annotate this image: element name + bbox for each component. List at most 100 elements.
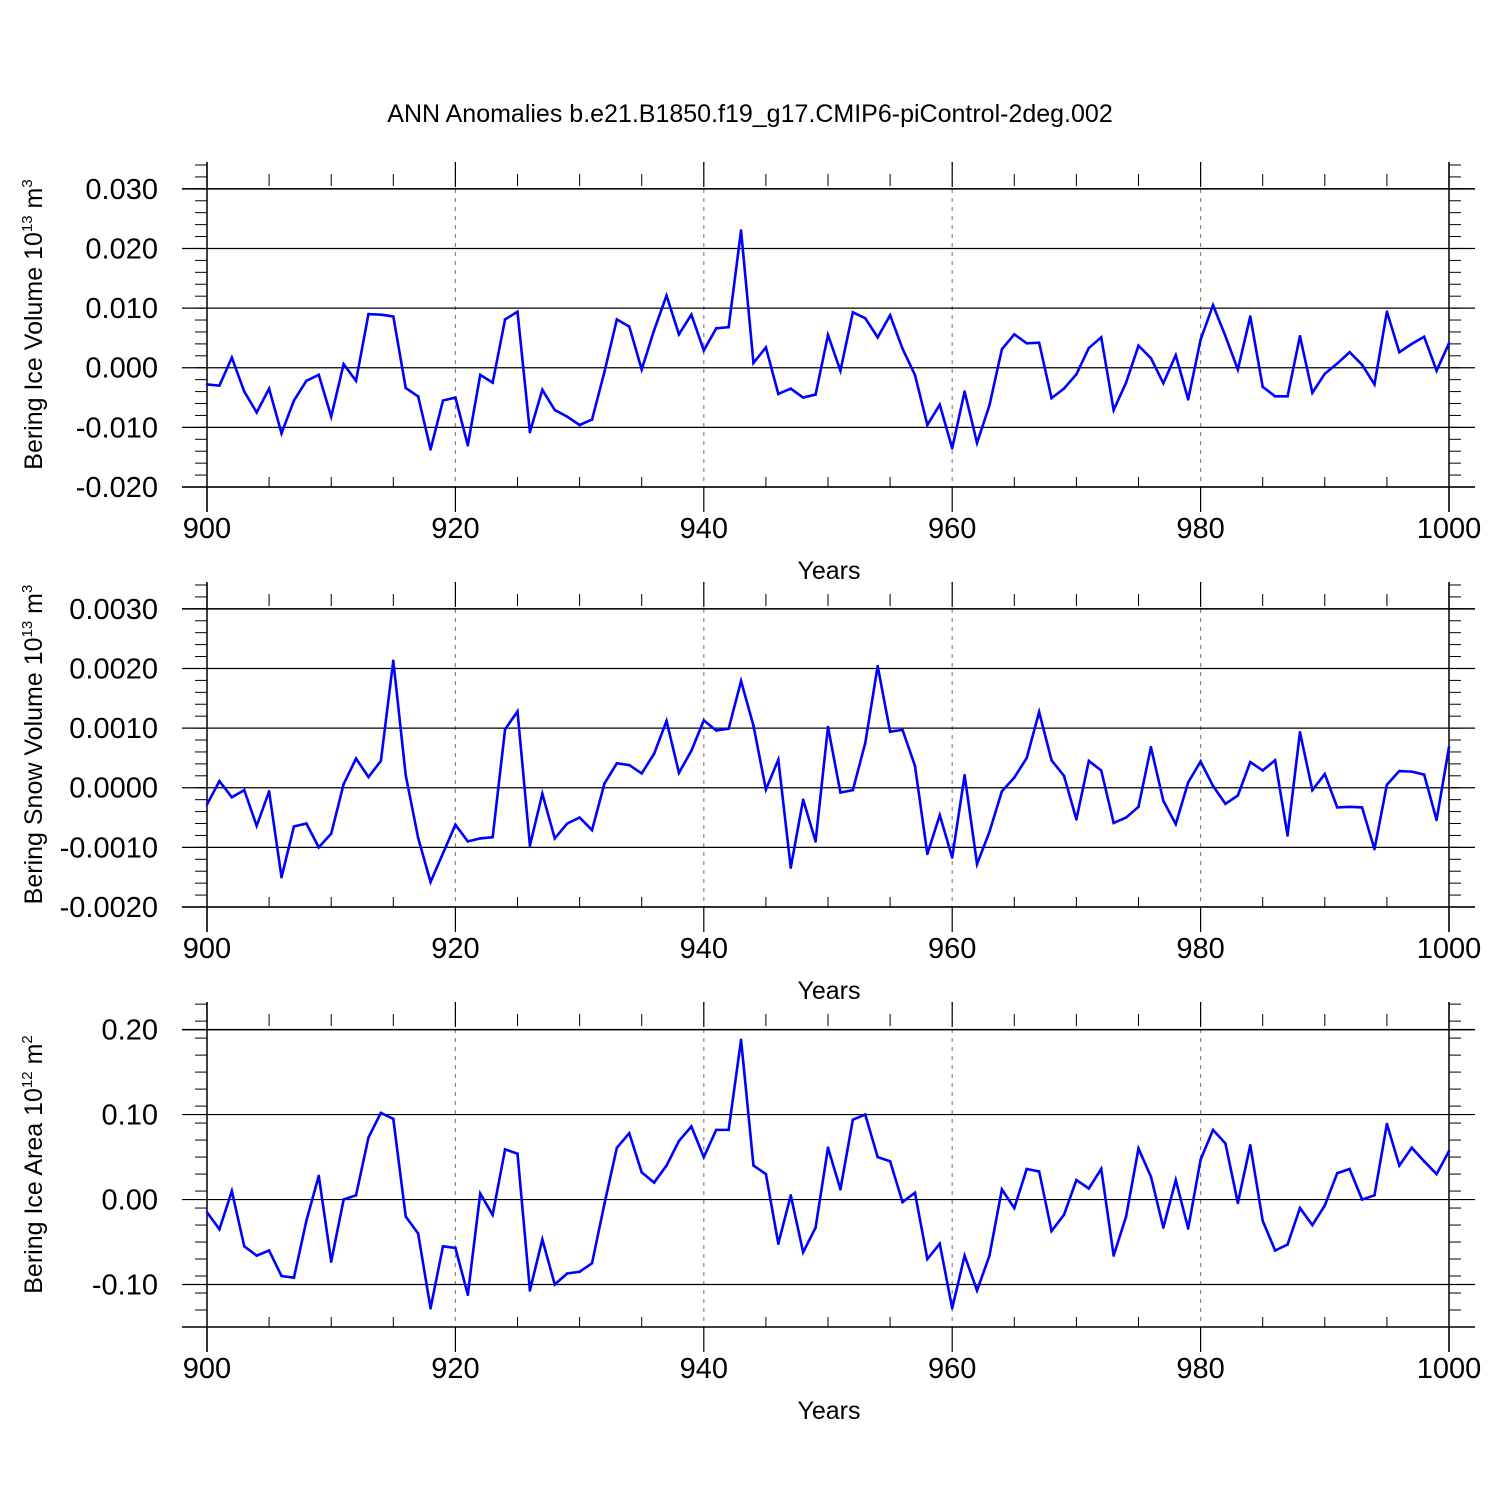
data-point <box>1112 1254 1115 1257</box>
data-point <box>1348 1167 1351 1171</box>
data-point <box>1025 341 1029 345</box>
x-tick-label: 940 <box>680 513 728 545</box>
data-point <box>528 844 532 847</box>
data-point <box>1174 353 1178 357</box>
data-point <box>205 1210 209 1214</box>
data-point <box>329 832 333 835</box>
data-point <box>1224 1142 1227 1145</box>
data-point <box>280 1274 283 1278</box>
data-point <box>379 313 383 316</box>
data-point <box>1435 1172 1438 1176</box>
data-point <box>1298 1206 1302 1210</box>
x-tick-label: 960 <box>928 1353 976 1385</box>
data-point <box>1398 769 1401 773</box>
data-point <box>752 724 755 728</box>
data-point <box>826 1146 830 1150</box>
data-point <box>528 430 532 434</box>
y-axis-label: Bering Ice Area 1012 m2 <box>19 1035 48 1294</box>
data-point <box>627 1131 631 1135</box>
data-point <box>888 730 892 733</box>
data-point <box>590 1261 594 1265</box>
data-point <box>342 1198 345 1201</box>
series-line <box>205 1039 1451 1309</box>
data-point <box>1323 772 1327 776</box>
data-point <box>603 782 606 785</box>
data-point <box>491 1213 494 1217</box>
data-point <box>429 448 432 451</box>
data-point <box>801 396 805 399</box>
data-point <box>665 719 668 723</box>
data-point <box>292 399 296 402</box>
data-point <box>478 373 482 377</box>
data-point <box>1013 1206 1016 1210</box>
data-point <box>503 727 507 731</box>
data-point <box>242 788 246 792</box>
data-point <box>267 387 271 390</box>
data-point <box>342 362 345 366</box>
data-point <box>1298 730 1302 734</box>
data-point <box>814 1226 817 1229</box>
data-point <box>913 764 917 767</box>
y-tick-label: 0.0030 <box>69 594 158 626</box>
data-point <box>454 396 457 399</box>
data-point <box>1099 336 1103 339</box>
data-point <box>379 1111 383 1115</box>
panel-1: -0.020 -0.010 0.000 0.010 0.020 0.030 900 920 94… <box>19 162 1481 585</box>
data-point <box>1099 769 1103 772</box>
data-point <box>1137 805 1140 809</box>
x-axis-label: Years <box>797 557 860 585</box>
y-tick-label: -0.0010 <box>60 832 158 864</box>
x-tick-label: 900 <box>183 513 231 545</box>
data-point <box>777 1242 780 1246</box>
data-point <box>503 1148 507 1151</box>
data-point <box>367 1136 370 1139</box>
chart-title: ANN Anomalies b.e21.B1850.f19_g17.CMIP6-… <box>387 100 1112 128</box>
data-point <box>317 1174 321 1178</box>
data-point <box>1050 1229 1053 1233</box>
data-point <box>1311 391 1314 395</box>
data-point <box>1199 338 1202 342</box>
data-point <box>205 803 209 806</box>
y-tick-label: -0.010 <box>76 412 158 444</box>
x-tick-label: 1000 <box>1417 513 1482 545</box>
data-point <box>1199 760 1202 763</box>
data-point <box>1236 1201 1240 1205</box>
data-point <box>615 1146 619 1150</box>
data-point <box>1186 1227 1190 1230</box>
data-point <box>379 759 383 763</box>
data-point <box>1348 350 1351 354</box>
data-point <box>541 388 544 392</box>
data-point <box>938 1242 942 1246</box>
data-point <box>1360 806 1364 809</box>
data-point <box>1050 759 1053 762</box>
data-point <box>1199 1158 1202 1161</box>
data-point <box>851 310 855 314</box>
data-point <box>764 788 768 791</box>
data-point <box>503 318 507 321</box>
data-point <box>1099 1167 1103 1171</box>
data-point <box>739 679 743 683</box>
data-point <box>565 1272 569 1275</box>
data-point <box>392 315 395 318</box>
data-point <box>1000 347 1004 351</box>
data-point <box>292 825 296 828</box>
x-axis-label: Years <box>797 977 860 1005</box>
data-point <box>1186 398 1190 401</box>
y-tick-label: 0.020 <box>85 233 158 265</box>
data-point <box>863 1113 867 1116</box>
data-point <box>1373 847 1376 851</box>
data-point <box>839 791 842 794</box>
data-point <box>1162 799 1165 803</box>
data-point <box>665 1164 668 1167</box>
data-point <box>963 1254 966 1257</box>
data-point <box>491 381 494 384</box>
data-point <box>553 837 557 840</box>
data-point <box>627 763 631 767</box>
data-point <box>230 795 234 799</box>
data-point <box>1124 381 1128 384</box>
data-point <box>218 779 221 783</box>
y-tick-label: -0.020 <box>76 472 158 504</box>
data-point <box>876 664 879 668</box>
data-point <box>1286 395 1289 398</box>
